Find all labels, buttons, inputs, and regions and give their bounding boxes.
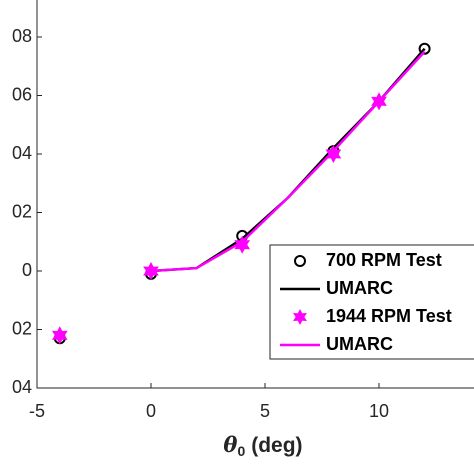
x-tick-label: 0 bbox=[146, 401, 156, 421]
series-line bbox=[150, 47, 426, 273]
x-label-symbol: θ bbox=[223, 432, 237, 457]
data-point bbox=[325, 144, 342, 164]
y-tick-label: 06 bbox=[12, 84, 32, 104]
y-tick-label: 04 bbox=[12, 143, 32, 163]
x-label-text: (deg) bbox=[251, 434, 302, 457]
y-tick-label: 02 bbox=[12, 201, 32, 221]
y-tick-label: 0 bbox=[22, 260, 32, 280]
x-tick-label: 5 bbox=[260, 401, 270, 421]
data-point bbox=[234, 235, 251, 254]
legend-label: 1944 RPM Test bbox=[326, 306, 452, 326]
y-tick-label: 02 bbox=[12, 318, 32, 338]
x-label-subscript: 0 bbox=[237, 443, 245, 459]
data-point bbox=[51, 326, 68, 345]
x-tick-label: 10 bbox=[369, 401, 389, 421]
legend: 700 RPM Test UMARC 1944 RPM Test UMARC bbox=[269, 244, 474, 360]
series-line bbox=[150, 50, 426, 273]
x-tick-label: -5 bbox=[29, 401, 45, 421]
y-tick-label: 04 bbox=[12, 377, 32, 397]
legend-label: UMARC bbox=[326, 278, 393, 298]
y-tick-label: 08 bbox=[12, 26, 32, 46]
x-axis-label: θ0 (deg) bbox=[223, 432, 302, 459]
legend-label: 700 RPM Test bbox=[326, 250, 442, 270]
legend-marker bbox=[294, 255, 306, 267]
legend-label: UMARC bbox=[326, 334, 393, 354]
data-point bbox=[418, 42, 431, 55]
legend-marker bbox=[293, 309, 307, 325]
